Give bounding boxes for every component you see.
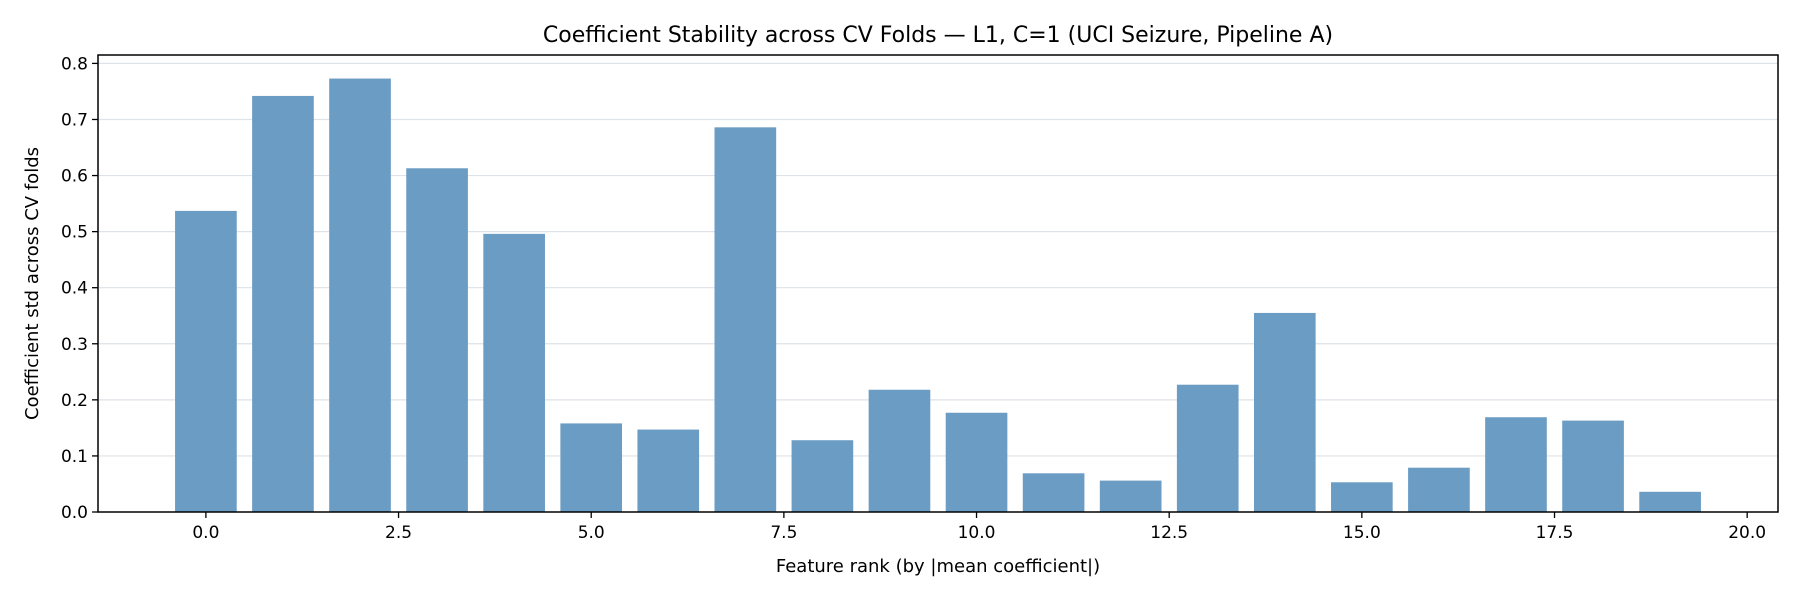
bar: [714, 127, 777, 513]
y-tick-label: 0.8: [61, 54, 88, 74]
bar: [1099, 480, 1162, 512]
bar: [1331, 482, 1393, 512]
bar: [560, 423, 623, 512]
x-tick-label: 20.0: [1728, 523, 1766, 543]
bar: [1408, 467, 1470, 512]
x-tick-label: 12.5: [1150, 523, 1188, 543]
bar: [406, 168, 468, 512]
y-axis-ticks: 0.0 0.1 0.2 0.3 0.4 0.5 0.6 0.7 0.8: [61, 54, 98, 523]
y-tick-label: 0.2: [61, 391, 88, 411]
x-axis-ticks: 0.0 2.5 5.0 7.5 10.0 12.5 15.0 17.5 20.0: [192, 512, 1766, 543]
y-tick-label: 0.6: [61, 167, 88, 187]
bar: [175, 210, 237, 513]
bars: [175, 78, 1701, 513]
bar: [1639, 491, 1701, 512]
plot-frame: [97, 54, 1779, 513]
bar: [1562, 420, 1624, 512]
bar: [1022, 473, 1085, 512]
y-tick-label: 0.4: [61, 279, 88, 299]
x-tick-label: 5.0: [578, 523, 605, 543]
x-axis-label: Feature rank (by |mean coefficient|): [776, 556, 1100, 577]
y-tick-label: 0.0: [61, 503, 88, 523]
bar: [945, 412, 1008, 512]
bar: [791, 440, 854, 512]
bar: [329, 78, 391, 513]
bar: [1253, 312, 1316, 512]
x-tick-label: 17.5: [1536, 523, 1574, 543]
x-tick-label: 2.5: [385, 523, 412, 543]
bar: [1176, 384, 1239, 512]
y-tick-label: 0.3: [61, 335, 88, 355]
x-tick-label: 7.5: [770, 523, 797, 543]
y-tick-label: 0.1: [61, 447, 88, 467]
x-tick-label: 10.0: [958, 523, 996, 543]
bar: [483, 233, 545, 512]
y-tick-label: 0.7: [61, 110, 88, 130]
y-axis-label: Coefficient std across CV folds: [22, 147, 43, 420]
bar: [252, 95, 314, 512]
bar: [1485, 417, 1547, 512]
y-tick-label: 0.5: [61, 223, 88, 243]
x-tick-label: 0.0: [192, 523, 219, 543]
x-tick-label: 15.0: [1343, 523, 1381, 543]
bar: [637, 429, 700, 512]
chart-title: Coefficient Stability across CV Folds — …: [543, 23, 1333, 48]
bar: [868, 389, 931, 512]
